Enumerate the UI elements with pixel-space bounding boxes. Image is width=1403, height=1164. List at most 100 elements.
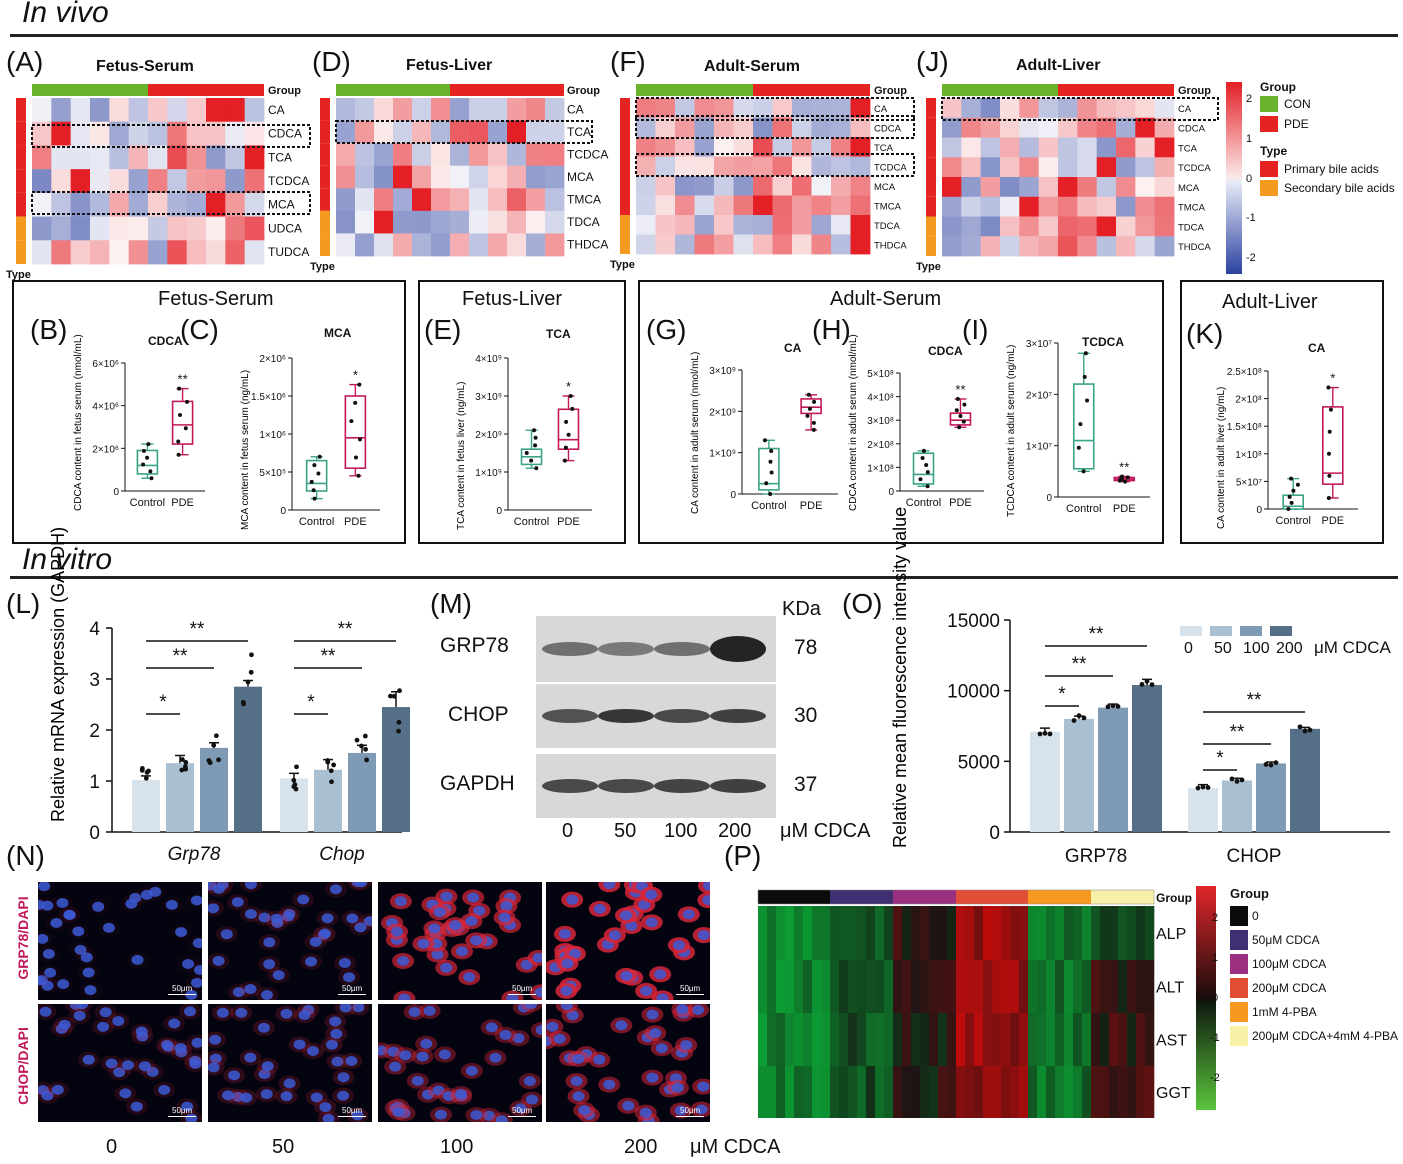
- if-image: 50μm: [38, 1004, 202, 1122]
- type-bar-cell: [926, 117, 936, 138]
- legend-swatch: [1240, 626, 1262, 636]
- nucleus: [283, 1078, 296, 1089]
- p-heatmap-cell: [1046, 960, 1056, 1013]
- y-tick-label: 5×10⁸: [867, 369, 894, 380]
- p-heatmap-cell: [893, 1013, 903, 1066]
- box: [912, 452, 935, 485]
- heatmap-cell: [694, 176, 715, 196]
- type-label: Type: [6, 269, 31, 281]
- data-point: [1071, 718, 1077, 723]
- p-heatmap-cell: [776, 1013, 786, 1066]
- box-title: CDCA: [928, 344, 963, 358]
- heatmap-cell: [186, 98, 207, 123]
- data-point: [182, 764, 188, 770]
- heatmap-cell: [412, 233, 432, 257]
- heatmap-cell: [336, 120, 356, 144]
- data-point: [924, 463, 929, 468]
- heatmap-row-label: THDCA: [874, 240, 907, 251]
- heatmap-cell: [1135, 216, 1156, 237]
- scale-bar: [676, 994, 704, 995]
- p-scale-label: 1: [1212, 952, 1219, 964]
- heatmap-cell: [355, 233, 375, 257]
- heatmap-cell: [90, 216, 110, 241]
- p-heatmap-cell: [893, 906, 903, 960]
- heatmap-cell: [636, 195, 656, 216]
- data-point: [1263, 762, 1269, 767]
- heatmap-cell: [225, 192, 246, 217]
- legend-primary-swatch: [1260, 161, 1278, 177]
- blot-band: [710, 636, 766, 662]
- p-legend-swatch: [1230, 978, 1248, 998]
- nucleus: [337, 1090, 350, 1101]
- heatmap-cell: [244, 145, 265, 170]
- nucleus: [431, 949, 444, 960]
- p-heatmap-cell: [875, 1066, 885, 1118]
- heatmap-cell: [811, 195, 832, 216]
- heatmap-cell: [206, 216, 226, 241]
- legend-o-50: 50: [1214, 640, 1232, 657]
- heatmap-cell: [1135, 117, 1156, 138]
- nucleus: [345, 1055, 358, 1066]
- p-heatmap-cell: [884, 906, 894, 960]
- heatmap-row-label: TCDCA: [567, 147, 608, 161]
- blot-band: [598, 709, 654, 723]
- data-point: [1326, 385, 1331, 390]
- group-bar-cell: [1046, 890, 1056, 904]
- group-bar-cell: [1091, 890, 1101, 904]
- p-heatmap-cell: [947, 1066, 957, 1118]
- heatmap-color-scale: [1226, 82, 1242, 274]
- p-heatmap-cell: [794, 1013, 804, 1066]
- nucleus: [221, 1090, 234, 1101]
- heatmap-cell: [355, 120, 375, 144]
- heatmap-cell: [1077, 157, 1098, 178]
- y-tick-label: 1×10⁸: [867, 463, 894, 474]
- data-point: [533, 435, 538, 440]
- nucleus: [535, 1024, 542, 1035]
- heatmap-cell: [186, 169, 207, 194]
- data-point: [1081, 469, 1086, 474]
- nucleus: [309, 936, 322, 947]
- p-heatmap-cell: [1001, 1013, 1011, 1066]
- data-point: [921, 448, 926, 453]
- heatmap-row-label: TCA: [567, 125, 591, 139]
- nucleus: [192, 938, 202, 949]
- heatmap-cell: [772, 156, 793, 177]
- heatmap-cell: [393, 98, 413, 121]
- y-tick-label: 0: [888, 487, 894, 498]
- heatmap-cell: [1077, 137, 1098, 158]
- nucleus: [346, 913, 359, 924]
- type-bar-cell: [320, 120, 330, 144]
- heatmap-cell: [206, 169, 226, 194]
- p-heatmap-cell: [1109, 960, 1119, 1013]
- nucleus: [183, 1006, 196, 1017]
- p-heatmap-cell: [1136, 906, 1146, 960]
- heatmap-cell: [675, 176, 695, 196]
- heatmap-cell: [1058, 177, 1078, 198]
- heatmap-cell: [1096, 216, 1117, 237]
- p-heatmap-cell: [1082, 1066, 1092, 1118]
- heatmap-cell: [675, 234, 695, 255]
- heatmap-cell: [733, 234, 754, 255]
- p-heatmap-cell: [956, 906, 966, 960]
- y-tick-label: 2×10⁶: [92, 444, 119, 455]
- x-group-label: Chop: [319, 844, 364, 865]
- heatmap-cell: [545, 233, 565, 257]
- data-point: [364, 757, 370, 763]
- nucleus: [578, 1105, 591, 1116]
- heatmap-cell: [148, 192, 168, 217]
- p-legend-label: 1mM 4-PBA: [1252, 1005, 1317, 1019]
- p-heatmap-cell: [938, 1066, 948, 1118]
- p-heatmap-cell: [1109, 1066, 1119, 1118]
- nucleus: [646, 1072, 659, 1083]
- heatmap-cell: [90, 240, 110, 265]
- p-heatmap-cell: [866, 906, 876, 960]
- blot-kda-header: KDa: [782, 598, 821, 620]
- heatmap-cell: [831, 117, 851, 138]
- nucleus: [649, 1028, 662, 1039]
- data-point: [146, 442, 151, 447]
- heatmap-cell: [850, 195, 871, 216]
- p-group-label: Group: [1156, 891, 1192, 905]
- data-point: [925, 484, 930, 489]
- nucleus: [470, 935, 483, 946]
- heatmap-cell: [733, 156, 754, 177]
